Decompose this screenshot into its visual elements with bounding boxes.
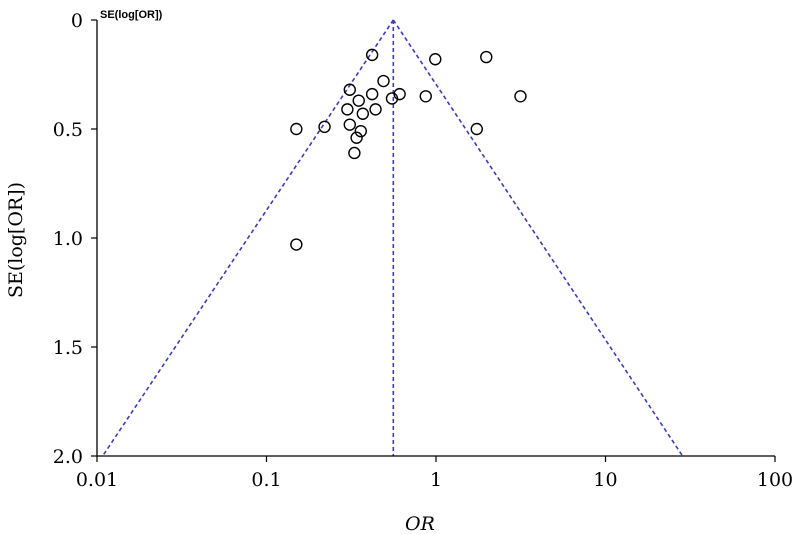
plot-area <box>101 19 684 457</box>
study-point <box>377 74 390 88</box>
study-point <box>290 122 303 136</box>
study-point <box>354 124 367 138</box>
axes: 0.01 0.1 1 10 100 0 0.5 1.0 1.5 2.0 <box>53 10 793 491</box>
funnel-left-boundary <box>101 19 394 457</box>
x-tick-label: 0.01 <box>76 469 118 491</box>
corner-axis-label: SE(log[OR]) <box>100 9 163 21</box>
study-point <box>365 87 379 101</box>
study-point <box>341 103 354 116</box>
study-point <box>365 48 379 62</box>
x-tick-label: 0.1 <box>251 469 281 491</box>
funnel-right-boundary <box>392 19 684 457</box>
study-point <box>369 103 382 116</box>
study-point <box>429 53 442 66</box>
study-point <box>350 131 363 144</box>
y-tick-label: 2.0 <box>53 446 83 468</box>
x-tick-label: 1 <box>430 469 442 491</box>
study-point <box>318 120 331 134</box>
study-point <box>352 94 365 107</box>
study-point <box>343 83 356 96</box>
study-point <box>514 90 527 103</box>
x-tick-label: 10 <box>593 469 617 491</box>
y-axis-title: SE(log[OR]) <box>5 182 27 298</box>
study-point <box>290 238 303 251</box>
y-tick-label: 0.5 <box>53 119 83 141</box>
x-axis-title: OR <box>405 513 435 534</box>
study-point <box>470 122 483 136</box>
study-point <box>348 146 361 160</box>
study-point <box>343 118 356 131</box>
study-point <box>393 87 406 101</box>
y-tick-label: 0 <box>71 10 83 32</box>
study-point <box>419 90 432 103</box>
study-point <box>356 107 370 120</box>
y-tick-label: 1.0 <box>53 228 83 250</box>
x-tick-label: 100 <box>757 469 793 491</box>
study-point <box>480 50 493 64</box>
y-tick-label: 1.5 <box>53 337 83 359</box>
